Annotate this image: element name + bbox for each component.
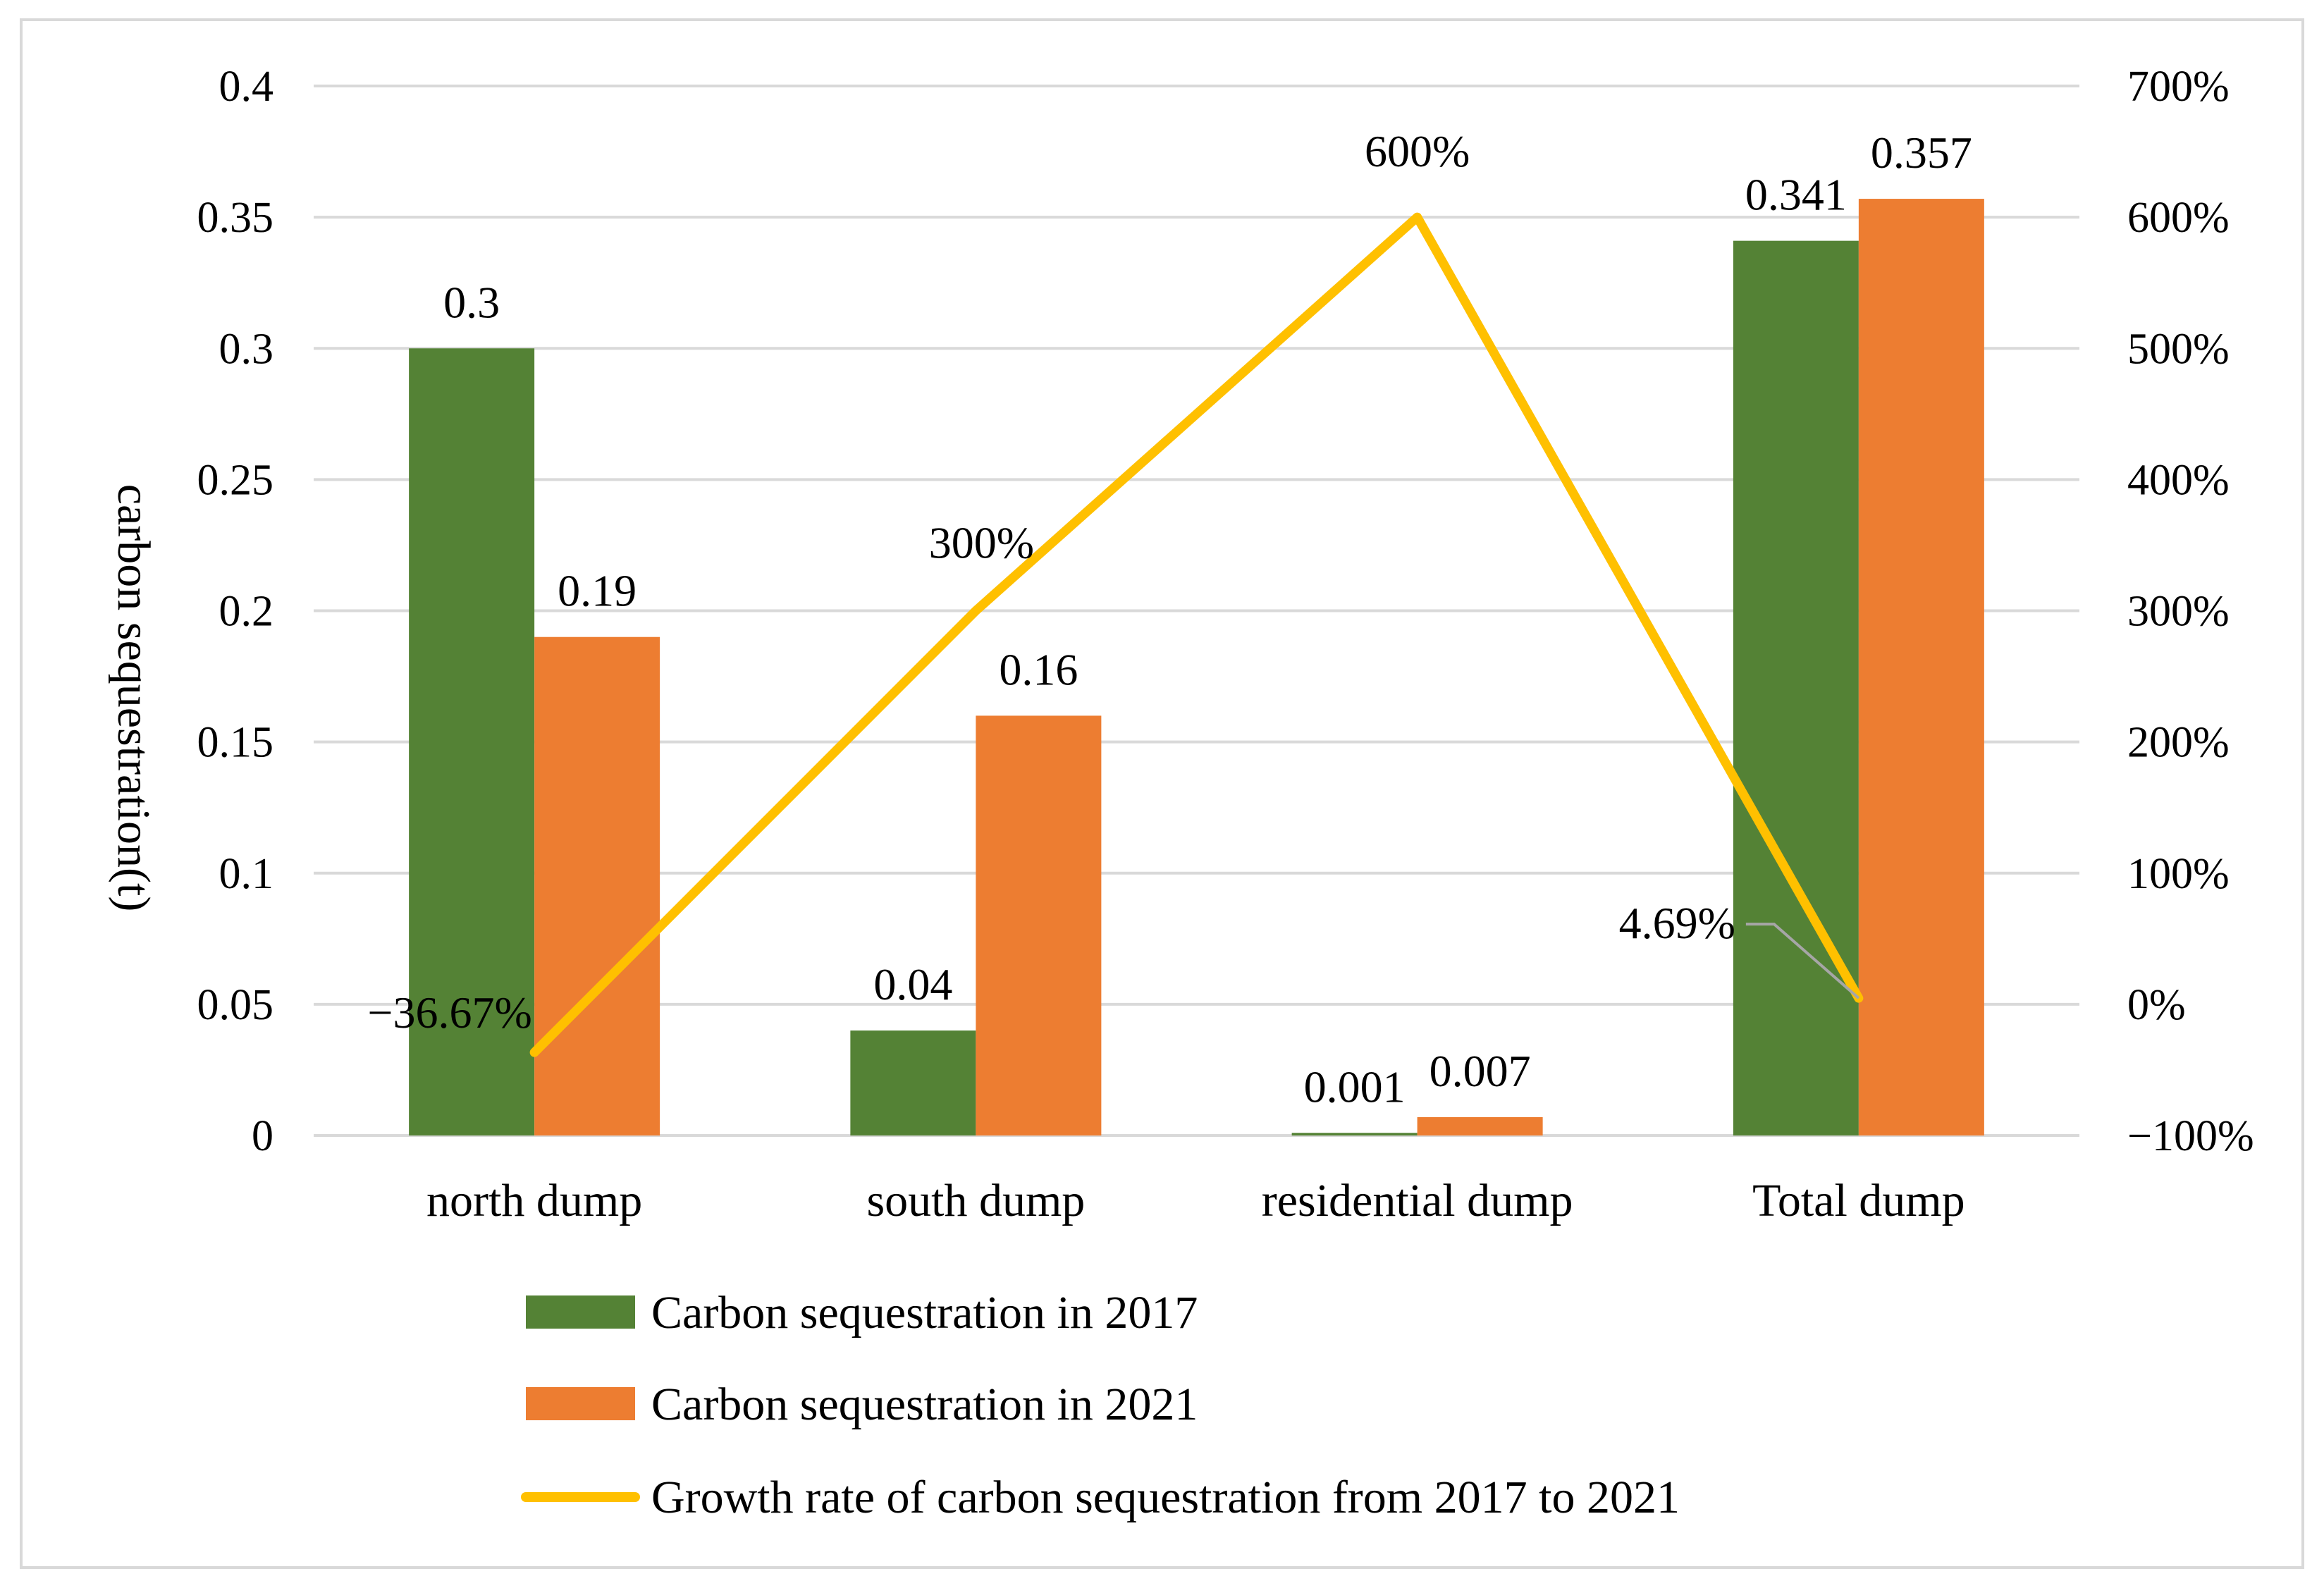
bar-value-label: 0.007 [1430,1046,1531,1096]
category-label: Total dump [1752,1175,1965,1226]
category-label: south dump [866,1175,1085,1226]
bar-value-label: 0.3 [443,277,500,327]
bar-2021 [976,715,1102,1135]
y-tick-label: 0.25 [197,456,274,504]
y2-tick-label: 300% [2127,588,2230,636]
y2-tick-label: 200% [2127,719,2230,767]
left-axis-ticks: 0 0.05 0.1 0.15 0.2 0.25 0.3 0.35 0.4 [197,63,274,1160]
growth-value-label: 4.69% [1619,898,1735,948]
leader-line [1745,923,1860,999]
growth-rate-line [529,212,1864,1057]
bar-2017 [409,348,535,1135]
legend-label: Carbon sequestration in 2017 [651,1287,1198,1338]
growth-value-label: 600% [1365,126,1470,176]
data-labels: 0.3 0.04 0.001 0.341 0.19 0.16 0.007 0.357 −36.6… [367,126,1972,1112]
y2-tick-label: −100% [2127,1112,2254,1160]
bar-2017 [850,1030,976,1135]
y2-tick-label: 500% [2127,325,2230,373]
y2-tick-label: 600% [2127,194,2230,242]
bars [409,199,1984,1136]
y2-tick-label: 0% [2127,981,2186,1029]
bar-value-label: 0.341 [1745,170,1847,220]
growth-value-label: 300% [929,518,1034,568]
bar-value-label: 0.04 [873,959,952,1009]
y-tick-label: 0 [252,1112,273,1160]
right-axis-ticks: −100% 0% 100% 200% 300% 400% 500% 600% 700% [2127,63,2254,1160]
bar-value-label: 0.001 [1304,1061,1406,1112]
y-tick-label: 0.1 [219,850,274,898]
legend-swatch [526,1295,635,1329]
bar-2021 [1417,1116,1543,1135]
bar-value-label: 0.357 [1871,128,1972,178]
y2-tick-label: 400% [2127,456,2230,504]
legend: Carbon sequestration in 2017 Carbon seque… [521,1287,1680,1523]
bar-2017 [1291,1133,1418,1135]
y-tick-label: 0.35 [197,194,274,242]
bar-2021 [1858,199,1984,1135]
bar-2021 [534,636,660,1135]
y2-tick-label: 700% [2127,63,2230,111]
y2-tick-label: 100% [2127,850,2230,898]
legend-label: Carbon sequestration in 2021 [651,1379,1198,1430]
bar-2017 [1733,240,1859,1136]
category-labels: north dump south dump residential dump Tota… [426,1175,1965,1226]
y-tick-label: 0.2 [219,588,274,636]
y-tick-label: 0.3 [219,325,274,373]
legend-swatch [526,1387,635,1420]
y-axis-label: carbon sequestration(t) [108,484,159,912]
legend-label: Growth rate of carbon sequestration from… [651,1472,1680,1523]
category-label: north dump [426,1175,642,1226]
growth-value-label: −36.67% [367,987,531,1038]
y-tick-label: 0.15 [197,719,274,767]
bar-value-label: 0.16 [999,644,1078,694]
y-tick-label: 0.05 [197,981,274,1029]
y-tick-label: 0.4 [219,63,274,111]
category-label: residential dump [1262,1175,1573,1226]
bar-value-label: 0.19 [558,566,637,616]
growth-line [529,212,1864,1057]
